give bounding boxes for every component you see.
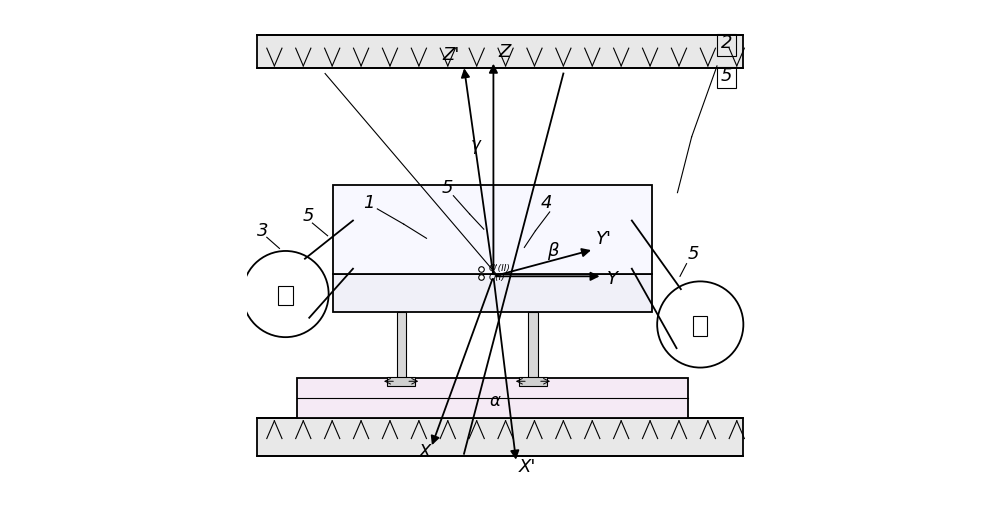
Bar — [257, 418, 743, 456]
Text: 5: 5 — [302, 206, 314, 225]
Text: β: β — [547, 242, 558, 260]
Text: X: X — [418, 443, 431, 461]
Text: 4: 4 — [541, 194, 552, 212]
Text: 5: 5 — [688, 244, 699, 263]
Text: Y': Y' — [596, 230, 612, 248]
Text: Y: Y — [606, 270, 617, 288]
Bar — [528, 312, 538, 378]
Bar — [297, 378, 688, 418]
Bar — [387, 377, 415, 386]
Bar — [717, 67, 736, 88]
Text: 1: 1 — [363, 194, 375, 212]
Bar — [397, 312, 406, 378]
Text: γ: γ — [471, 135, 480, 154]
Bar — [717, 34, 736, 56]
Text: O'(II): O'(II) — [488, 264, 510, 273]
Text: α: α — [489, 391, 500, 410]
Bar — [333, 185, 652, 274]
Bar — [257, 35, 743, 68]
Text: 5: 5 — [442, 178, 453, 197]
Bar — [333, 274, 652, 312]
Text: O(I): O(I) — [488, 273, 505, 282]
Text: X': X' — [519, 458, 536, 476]
Bar — [278, 286, 293, 305]
Bar — [519, 377, 547, 386]
Bar — [693, 316, 707, 336]
Text: Z: Z — [498, 43, 511, 61]
Text: 3: 3 — [257, 222, 268, 240]
Text: Z': Z' — [442, 46, 460, 64]
Text: 2: 2 — [721, 34, 732, 52]
Text: 5: 5 — [721, 67, 732, 85]
